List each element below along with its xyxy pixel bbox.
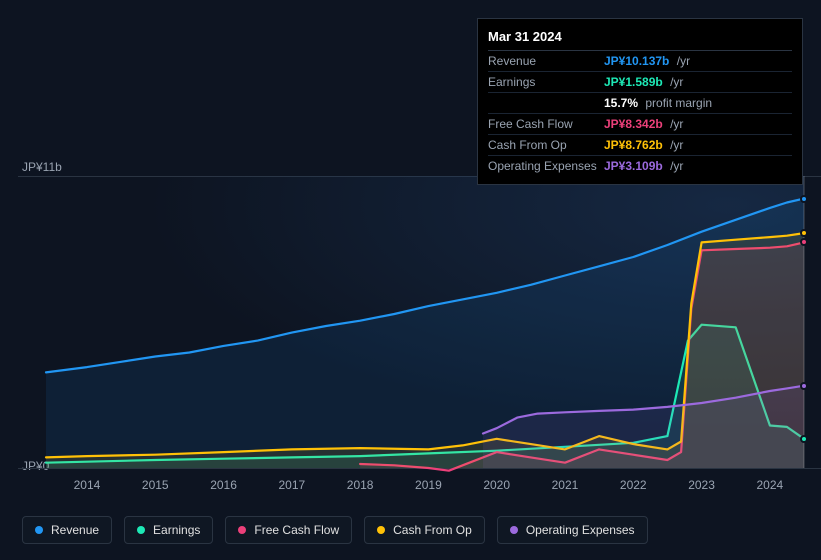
legend-label: Earnings: [153, 523, 200, 537]
tooltip-row-value: JP¥10.137b /yr: [604, 54, 690, 68]
tooltip-row-label: Cash From Op: [488, 138, 604, 152]
tooltip-row-value: JP¥8.342b /yr: [604, 117, 683, 131]
legend-item[interactable]: Revenue: [22, 516, 112, 544]
legend-dot-icon: [35, 526, 43, 534]
marker-dot: [800, 435, 808, 443]
legend-label: Free Cash Flow: [254, 523, 339, 537]
legend-label: Revenue: [51, 523, 99, 537]
legend-item[interactable]: Earnings: [124, 516, 213, 544]
marker-dot: [800, 229, 808, 237]
x-axis-label: 2014: [74, 478, 101, 492]
x-axis-label: 2023: [688, 478, 715, 492]
marker-dot: [800, 195, 808, 203]
tooltip-row: Cash From OpJP¥8.762b /yr: [488, 135, 792, 156]
legend-item[interactable]: Cash From Op: [364, 516, 485, 544]
x-axis-label: 2017: [278, 478, 305, 492]
marker-dot: [800, 238, 808, 246]
tooltip-row: 15.7% profit margin: [488, 93, 792, 114]
legend-item[interactable]: Free Cash Flow: [225, 516, 352, 544]
tooltip-panel: Mar 31 2024 RevenueJP¥10.137b /yrEarning…: [477, 18, 803, 185]
x-axis-label: 2019: [415, 478, 442, 492]
tooltip-row-value: 15.7% profit margin: [604, 96, 712, 110]
chart-container: Mar 31 2024 RevenueJP¥10.137b /yrEarning…: [0, 0, 821, 560]
tooltip-row-value: JP¥1.589b /yr: [604, 75, 683, 89]
x-axis-label: 2022: [620, 478, 647, 492]
chart-svg: [46, 176, 804, 468]
y-axis-label-top: JP¥11b: [22, 160, 62, 174]
legend-label: Operating Expenses: [526, 523, 635, 537]
x-axis-label: 2015: [142, 478, 169, 492]
legend-dot-icon: [510, 526, 518, 534]
x-axis-label: 2018: [347, 478, 374, 492]
legend-label: Cash From Op: [393, 523, 472, 537]
marker-dot: [800, 382, 808, 390]
tooltip-row: EarningsJP¥1.589b /yr: [488, 72, 792, 93]
tooltip-row: Operating ExpensesJP¥3.109b /yr: [488, 156, 792, 176]
tooltip-row-label: Operating Expenses: [488, 159, 604, 173]
tooltip-row-label: Free Cash Flow: [488, 117, 604, 131]
x-axis-label: 2016: [210, 478, 237, 492]
legend-dot-icon: [377, 526, 385, 534]
tooltip-row-value: JP¥8.762b /yr: [604, 138, 683, 152]
tooltip-row-label: Revenue: [488, 54, 604, 68]
tooltip-row-label: Earnings: [488, 75, 604, 89]
plot-area[interactable]: [46, 176, 804, 468]
tooltip-row-label: [488, 96, 604, 110]
tooltip-row: Free Cash FlowJP¥8.342b /yr: [488, 114, 792, 135]
x-axis-label: 2020: [483, 478, 510, 492]
tooltip-row-value: JP¥3.109b /yr: [604, 159, 683, 173]
legend-item[interactable]: Operating Expenses: [497, 516, 648, 544]
tooltip-row: RevenueJP¥10.137b /yr: [488, 51, 792, 72]
x-axis-label: 2024: [756, 478, 783, 492]
legend: Revenue Earnings Free Cash Flow Cash From O…: [22, 516, 648, 544]
legend-dot-icon: [137, 526, 145, 534]
tooltip-date: Mar 31 2024: [488, 25, 792, 51]
legend-dot-icon: [238, 526, 246, 534]
vertical-marker: [803, 176, 805, 468]
x-axis-label: 2021: [552, 478, 579, 492]
